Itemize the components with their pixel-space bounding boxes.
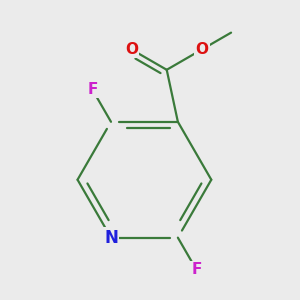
Text: N: N: [104, 229, 118, 247]
Text: O: O: [196, 42, 208, 57]
Text: F: F: [87, 82, 98, 97]
Text: F: F: [191, 262, 202, 277]
Text: O: O: [125, 42, 138, 57]
